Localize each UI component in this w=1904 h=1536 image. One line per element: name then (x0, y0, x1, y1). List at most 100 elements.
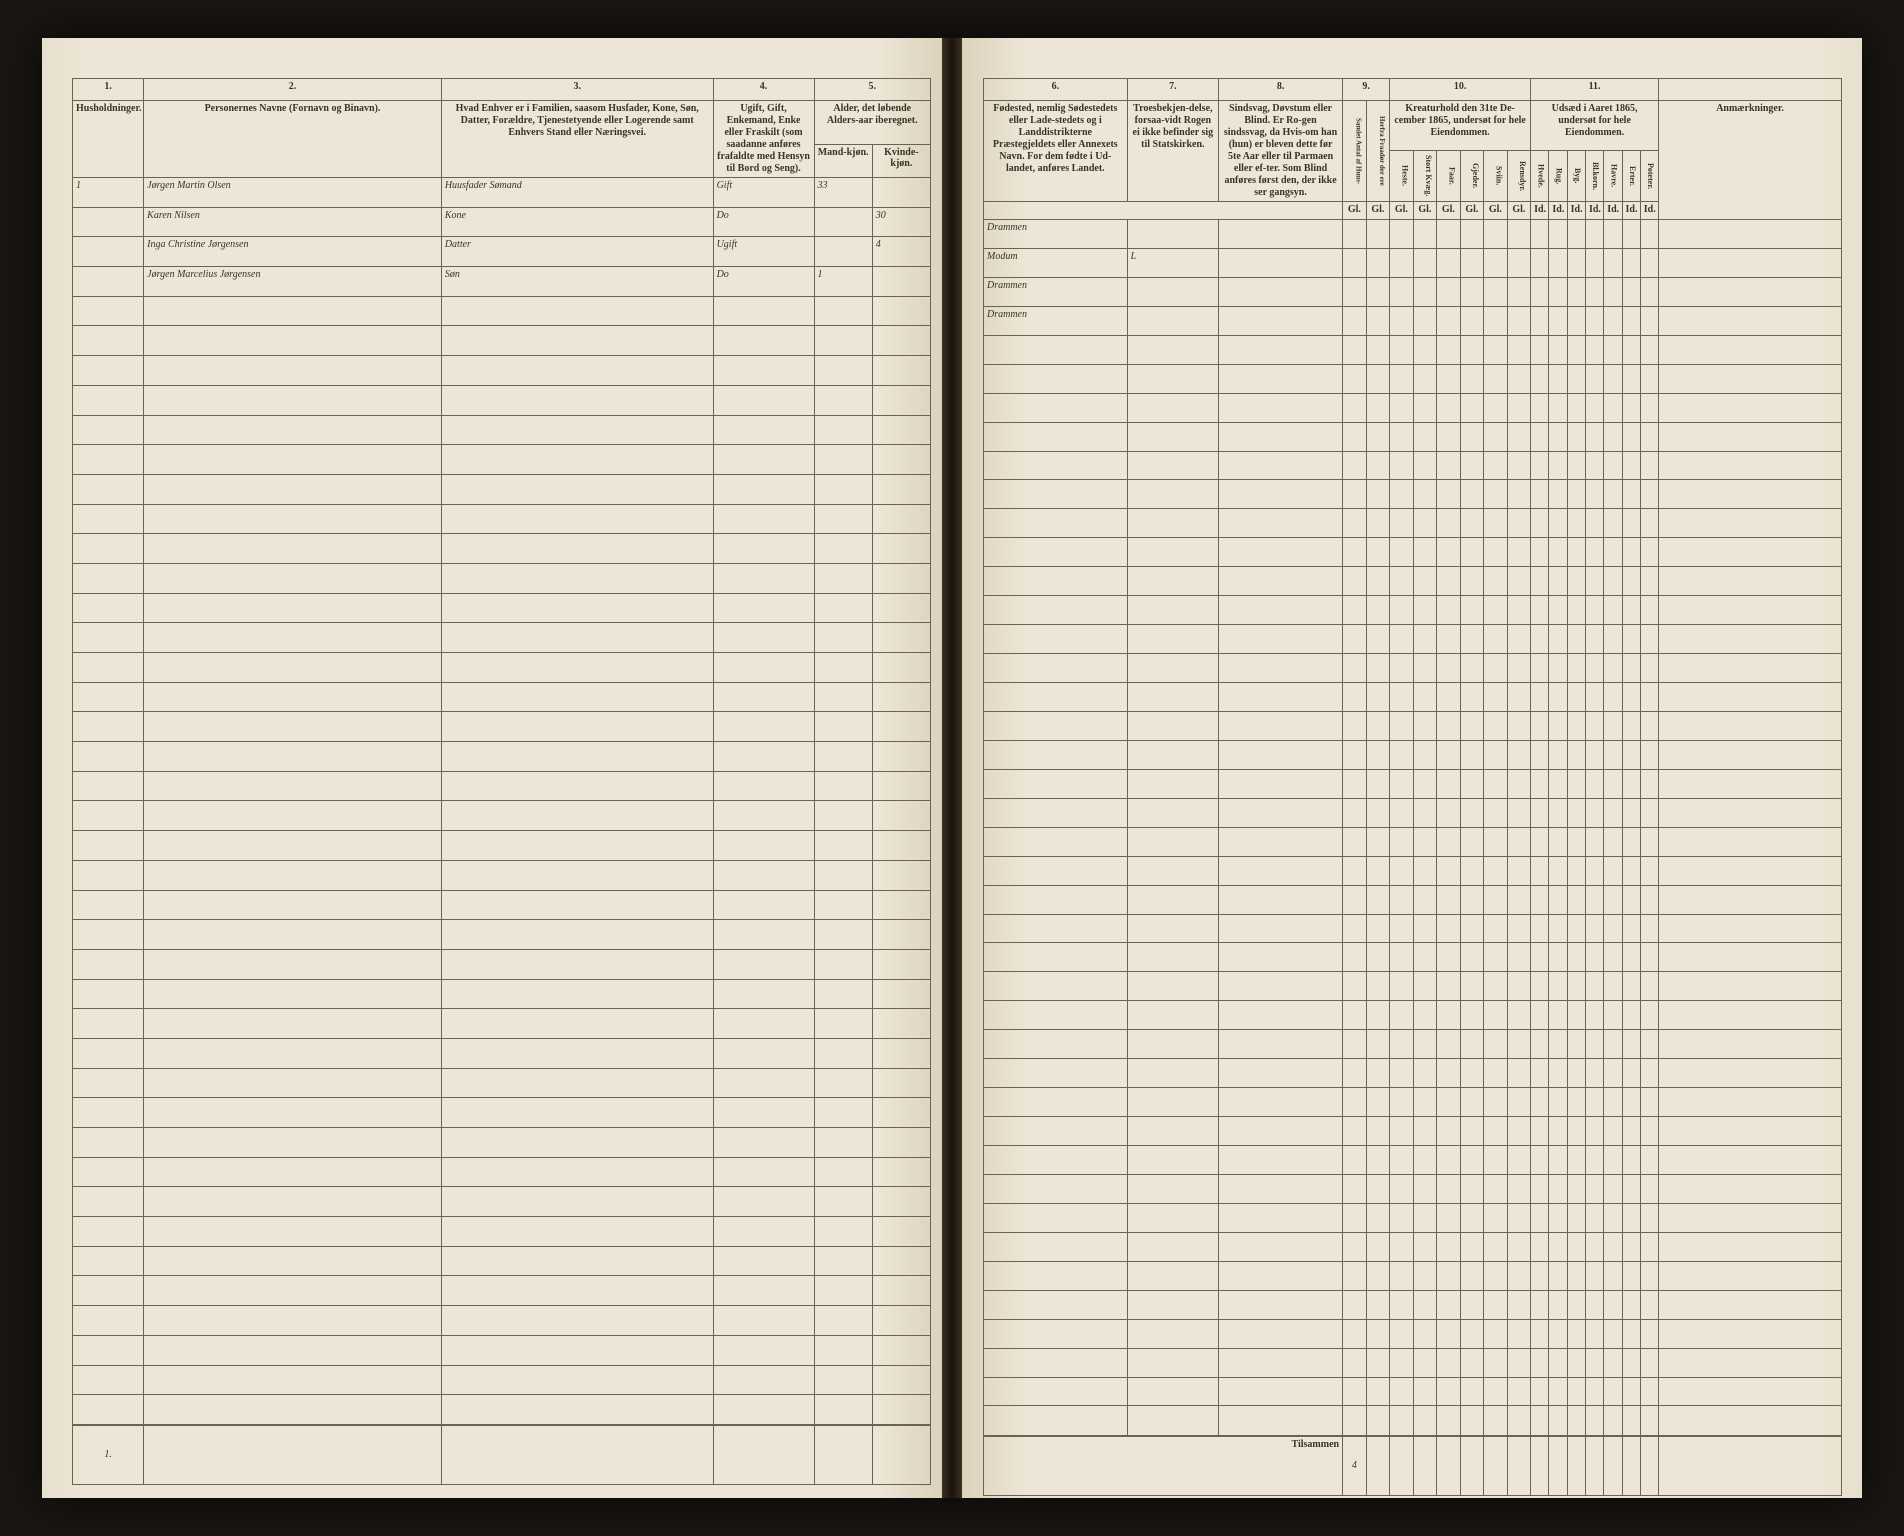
submark: Id. (1640, 202, 1658, 220)
cell-birthplace: Drammen (984, 220, 1128, 249)
table-row (73, 1365, 931, 1395)
table-row (73, 326, 931, 356)
cell-faith (1127, 277, 1218, 306)
table-row (73, 1187, 931, 1217)
table-row (73, 593, 931, 623)
cell-status: Ugift (713, 237, 814, 267)
table-row (73, 1335, 931, 1365)
cell-age_m: 33 (814, 178, 872, 208)
table-row (984, 1117, 1842, 1146)
col-num-6: 6. (984, 79, 1128, 101)
col-num-4: 4. (713, 79, 814, 101)
col-num-2: 2. (144, 79, 442, 101)
submark: Gl. (1413, 202, 1437, 220)
cell-num (73, 237, 144, 267)
table-row (984, 914, 1842, 943)
footer-empty (144, 1425, 442, 1485)
subheader-rug: Rug. (1549, 150, 1567, 201)
submark: Gl. (1460, 202, 1484, 220)
table-row (984, 769, 1842, 798)
column-number-row: 1. 2. 3. 4. 5. (73, 79, 931, 101)
table-row (73, 1128, 931, 1158)
table-row (984, 1174, 1842, 1203)
cell-status: Gift (713, 178, 814, 208)
table-row (984, 538, 1842, 567)
table-row (984, 1290, 1842, 1319)
table-row (984, 451, 1842, 480)
table-row (73, 504, 931, 534)
right-ledger-table: 6. 7. 8. 9. 10. 11. Fødested, nemlig Sød… (983, 78, 1842, 1496)
table-row (73, 890, 931, 920)
table-row: 1Jørgen Martin OlsenHuusfader SømandGift… (73, 178, 931, 208)
table-row (984, 1232, 1842, 1261)
table-row (73, 1157, 931, 1187)
header-age: Alder, det løbende Alders-aar iberegnet. (814, 101, 931, 145)
table-row (73, 979, 931, 1009)
left-table-body: 1Jørgen Martin OlsenHuusfader SømandGift… (73, 178, 931, 1425)
left-page: 1. 2. 3. 4. 5. Husholdninger. Personerne… (42, 38, 952, 1498)
cell-role: Huusfader Sømand (441, 178, 713, 208)
footer-sum-value: 4 (1343, 1436, 1367, 1496)
table-row (984, 335, 1842, 364)
cell-age_m: 1 (814, 267, 872, 297)
table-row (73, 682, 931, 712)
table-row (73, 742, 931, 772)
table-row (984, 422, 1842, 451)
cell-num (73, 267, 144, 297)
table-row (73, 1276, 931, 1306)
subheader-faar: Faar. (1437, 150, 1461, 201)
cell-name: Jørgen Marcelius Jørgensen (144, 267, 442, 297)
col-num-8: 8. (1219, 79, 1343, 101)
col-num-12 (1659, 79, 1842, 101)
submark: Id. (1567, 202, 1585, 220)
footer-empty (814, 1425, 872, 1485)
subheader-sviin: Sviin. (1484, 150, 1508, 201)
table-row (73, 1246, 931, 1276)
submark: Id. (1622, 202, 1640, 220)
table-row (73, 296, 931, 326)
table-row (984, 567, 1842, 596)
cell-age_f (872, 178, 930, 208)
table-row (984, 827, 1842, 856)
footer-empty (441, 1425, 713, 1485)
table-row (73, 771, 931, 801)
footer-sum-label: Tilsammen (984, 1436, 1343, 1496)
cell-status: Do (713, 207, 814, 237)
column-number-row-r: 6. 7. 8. 9. 10. 11. (984, 79, 1842, 101)
submark: Gl. (1366, 202, 1390, 220)
table-row (73, 801, 931, 831)
col-num-7: 7. (1127, 79, 1218, 101)
submark: Gl. (1507, 202, 1531, 220)
table-row (73, 1009, 931, 1039)
table-row (984, 1146, 1842, 1175)
table-row (73, 445, 931, 475)
cell-faith (1127, 306, 1218, 335)
table-row: Drammen (984, 220, 1842, 249)
col-num-1: 1. (73, 79, 144, 101)
table-row (73, 1395, 931, 1425)
cell-role: Kone (441, 207, 713, 237)
table-row (984, 1348, 1842, 1377)
subheader-erter: Erter. (1622, 150, 1640, 201)
cell-birthplace: Drammen (984, 277, 1128, 306)
cell-name: Inga Christine Jørgensen (144, 237, 442, 267)
table-row (984, 1030, 1842, 1059)
table-row (984, 740, 1842, 769)
header-households: Husholdninger. (73, 101, 144, 178)
table-row (73, 949, 931, 979)
column-header-row-r: Fødested, nemlig Sødestedets eller Lade-… (984, 101, 1842, 151)
table-row: Drammen (984, 306, 1842, 335)
header-seed: Udsæd i Aaret 1865, undersøt for hele Ei… (1531, 101, 1659, 151)
table-row: Inga Christine JørgensenDatterUgift4 (73, 237, 931, 267)
cell-age_m (814, 237, 872, 267)
table-row (984, 683, 1842, 712)
table-row (984, 1001, 1842, 1030)
cell-role: Søn (441, 267, 713, 297)
table-row: Jørgen Marcelius JørgensenSønDo1 (73, 267, 931, 297)
col-num-9: 9. (1343, 79, 1390, 101)
cell-birthplace: Drammen (984, 306, 1128, 335)
cell-faith (1127, 220, 1218, 249)
submark: Gl. (1484, 202, 1508, 220)
submark-spacer (984, 202, 1343, 220)
table-row (984, 885, 1842, 914)
